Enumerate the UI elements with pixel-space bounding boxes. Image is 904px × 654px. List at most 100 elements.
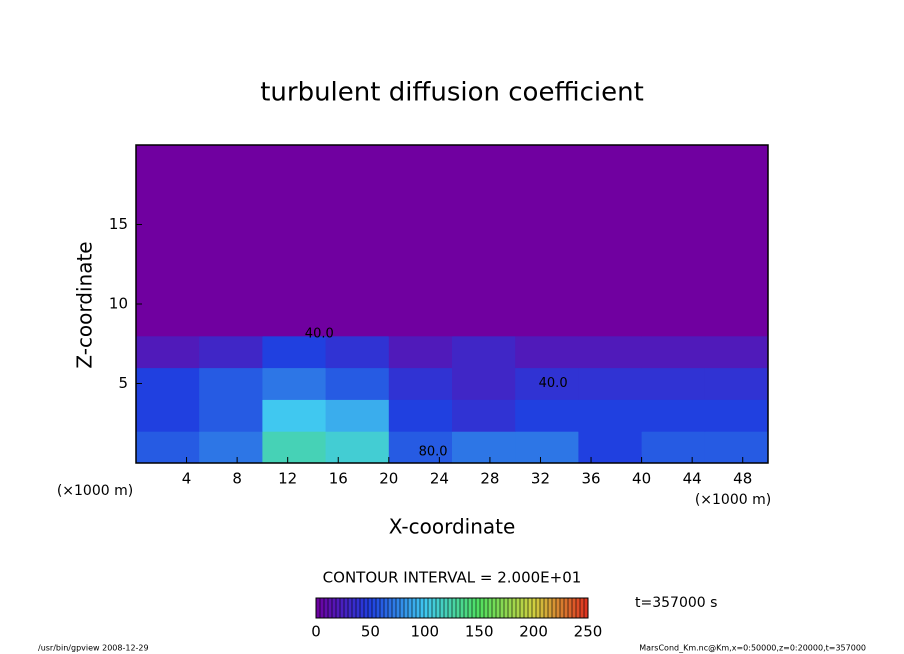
heat-cell <box>704 367 769 400</box>
colorbar-swatch <box>492 598 497 618</box>
x-tick-label: 48 <box>733 470 752 488</box>
colorbar-swatch <box>432 598 437 618</box>
heat-cell <box>578 367 643 400</box>
heat-cell <box>452 399 516 432</box>
contour-interval: CONTOUR INTERVAL = 2.000E+01 <box>323 569 582 587</box>
y-tick-label: 10 <box>109 295 128 313</box>
x-tick-label: 24 <box>430 470 449 488</box>
colorbar-swatch <box>524 598 529 618</box>
heat-cell <box>515 399 579 432</box>
colorbar-swatch <box>568 598 573 618</box>
colorbar-swatch <box>572 598 577 618</box>
time-label: t=357000 s <box>635 595 717 611</box>
heat-cell <box>325 145 390 337</box>
heat-cell <box>262 431 327 464</box>
heat-cell <box>136 431 200 464</box>
heat-cell <box>515 335 579 369</box>
colorbar-swatch <box>512 598 517 618</box>
colorbar-swatch <box>336 598 341 618</box>
colorbar-swatch <box>392 598 397 618</box>
x-tick-label: 12 <box>278 470 297 488</box>
colorbar-swatch <box>440 598 445 618</box>
heat-cell <box>388 367 453 400</box>
heat-cell <box>452 335 516 369</box>
heat-cell <box>199 431 263 464</box>
heat-cell <box>325 367 390 400</box>
colorbar-tick-label: 50 <box>361 623 380 641</box>
colorbar-swatch <box>560 598 565 618</box>
colorbar-swatch <box>452 598 457 618</box>
colorbar-swatch <box>420 598 425 618</box>
colorbar-swatch <box>364 598 369 618</box>
colorbar-tick-label: 250 <box>574 623 603 641</box>
heat-cell <box>452 145 516 337</box>
contour-label: 40.0 <box>305 327 334 342</box>
heat-cell <box>578 335 643 369</box>
colorbar-swatch <box>340 598 345 618</box>
colorbar-frame <box>315 597 589 619</box>
colorbar-swatch <box>472 598 477 618</box>
heat-cell <box>325 431 390 464</box>
x-tick-label: 20 <box>379 470 398 488</box>
heat-cell <box>325 399 390 432</box>
x-tick-label: 8 <box>232 470 242 488</box>
colorbar-swatch <box>396 598 401 618</box>
heat-cell <box>262 399 327 432</box>
colorbar-tick-label: 0 <box>311 623 321 641</box>
colorbar-swatch <box>356 598 361 618</box>
colorbar-swatch <box>480 598 485 618</box>
heat-cell <box>388 431 453 464</box>
heat-cell <box>515 431 579 464</box>
colorbar-swatch <box>476 598 481 618</box>
colorbar-swatch <box>428 598 433 618</box>
heat-cell <box>641 335 706 369</box>
heat-cell <box>262 145 327 337</box>
colorbar-swatch <box>504 598 509 618</box>
heat-cell <box>578 431 643 464</box>
heat-cell <box>641 399 706 432</box>
colorbar-swatch <box>348 598 353 618</box>
colorbar-swatch <box>384 598 389 618</box>
x-tick-label: 32 <box>531 470 550 488</box>
colorbar-swatch <box>540 598 545 618</box>
colorbar-swatch <box>388 598 393 618</box>
colorbar-swatch <box>576 598 581 618</box>
footer-right: MarsCond_Km.nc@Km,x=0:50000,z=0:20000,t=… <box>639 644 866 653</box>
colorbar-swatch <box>372 598 377 618</box>
x-unit-label: (×1000 m) <box>57 483 133 499</box>
x-tick-label: 40 <box>632 470 651 488</box>
colorbar-swatch <box>548 598 553 618</box>
heat-cell <box>641 431 706 464</box>
heat-cell <box>578 399 643 432</box>
colorbar-swatch <box>360 598 365 618</box>
x-tick-label: 44 <box>683 470 702 488</box>
heat-cell <box>199 335 263 369</box>
heat-cell <box>704 399 769 432</box>
heat-cell <box>262 335 327 369</box>
colorbar-swatch <box>320 598 325 618</box>
colorbar-swatch <box>456 598 461 618</box>
colorbar-swatch <box>516 598 521 618</box>
colorbar-swatch <box>328 598 333 618</box>
colorbar-swatch <box>332 598 337 618</box>
colorbar-swatch <box>484 598 489 618</box>
colorbar-swatch <box>520 598 525 618</box>
colorbar-swatch <box>580 598 585 618</box>
colorbar-swatch <box>344 598 349 618</box>
footer-left: /usr/bin/gpview 2008-12-29 <box>38 644 149 653</box>
heat-cell <box>199 399 263 432</box>
colorbar-swatch <box>408 598 413 618</box>
colorbar-tick-label: 200 <box>519 623 548 641</box>
heat-cell <box>136 367 200 400</box>
colorbar-swatch <box>500 598 505 618</box>
colorbar-tick-label: 150 <box>465 623 494 641</box>
colorbar-swatch <box>552 598 557 618</box>
x-axis-label: X-coordinate <box>389 515 516 539</box>
heat-cell <box>578 145 643 337</box>
x-unit-label: (×1000 m) <box>695 492 771 508</box>
colorbar-swatch <box>536 598 541 618</box>
colorbar-swatch <box>564 598 569 618</box>
heat-cell <box>388 399 453 432</box>
